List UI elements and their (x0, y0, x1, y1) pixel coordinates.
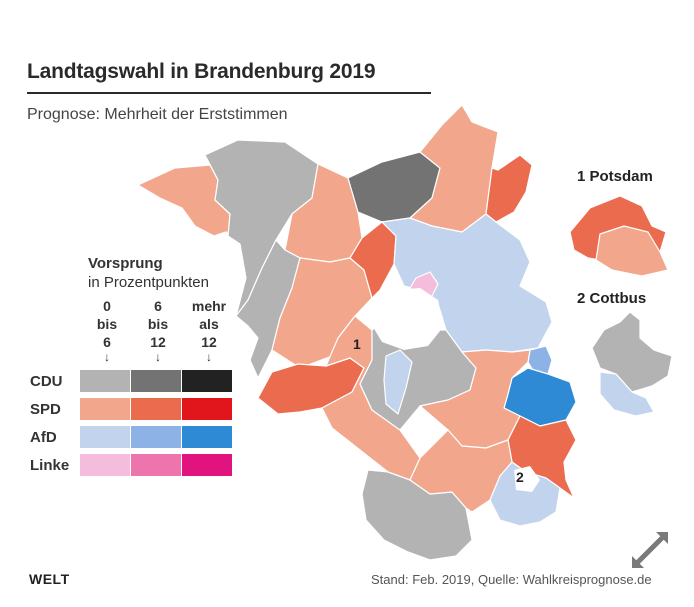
cottbus-inset-label: 2 Cottbus (577, 290, 647, 307)
cottbus-marker: 2 (516, 469, 524, 485)
region-potsdam-inset-south (595, 225, 669, 277)
legend-party-label: CDU (30, 372, 63, 390)
arrow-down-icon: ↓ (104, 350, 110, 364)
legend-column-mid: als (199, 316, 219, 332)
legend-swatch (182, 398, 232, 420)
legend-row-afd: AfD (30, 425, 233, 449)
cottbus-gap (514, 466, 540, 492)
legend-row-spd: SPD (30, 397, 233, 421)
legend-swatch (131, 454, 181, 476)
legend-column-top: 0 (103, 298, 111, 314)
legend-column-bottom: 6 (103, 334, 111, 350)
region-dahme-west (383, 349, 413, 415)
legend-column-bottom: 12 (150, 334, 166, 350)
legend-column-bottom: 12 (201, 334, 217, 350)
legend-heading: Vorsprung (88, 255, 163, 272)
region-spree-neisse-south (489, 461, 561, 527)
arrow-down-icon: ↓ (155, 350, 161, 364)
legend-column-top: 6 (154, 298, 162, 314)
legend-row-cdu: CDU (30, 369, 233, 393)
legend-column-top: mehr (191, 298, 227, 314)
legend-swatch (182, 426, 232, 448)
expand-icon[interactable] (628, 528, 672, 572)
legend-swatch (80, 454, 130, 476)
legend-column-mid-range: 6 bis 12 ↓ (133, 297, 183, 363)
legend-swatch (182, 454, 232, 476)
title-underline (27, 92, 431, 94)
legend-row-linke: Linke (30, 453, 233, 477)
region-cottbus-inset-south (599, 371, 655, 417)
chart-subtitle: Prognose: Mehrheit der Erststimmen (27, 106, 288, 123)
berlin-gap (370, 288, 444, 350)
source-note: Stand: Feb. 2019, Quelle: Wahlkreisprogn… (371, 572, 652, 587)
legend-party-label: AfD (30, 428, 57, 446)
legend-swatch (182, 370, 232, 392)
legend-heading-block: Vorsprung in Prozentpunkten (88, 254, 209, 292)
welt-logo[interactable]: WELT (29, 571, 70, 587)
legend-column-mid: bis (147, 316, 169, 332)
legend-party-label: SPD (30, 400, 61, 418)
legend-swatch (80, 398, 130, 420)
legend-swatch (131, 426, 181, 448)
arrow-down-icon: ↓ (206, 350, 212, 364)
legend-column-mid: bis (96, 316, 118, 332)
chart-title: Landtagswahl in Brandenburg 2019 (27, 60, 376, 83)
legend-swatch (131, 398, 181, 420)
legend-swatch (131, 370, 181, 392)
legend-party-label: Linke (30, 456, 70, 474)
legend-swatch (80, 426, 130, 448)
potsdam-marker: 1 (353, 336, 361, 352)
legend-subheading: in Prozentpunkten (88, 274, 209, 291)
legend-swatch (80, 370, 130, 392)
potsdam-inset-label: 1 Potsdam (577, 168, 653, 185)
legend-column-high: mehr als 12 ↓ (184, 297, 234, 363)
region-uckermark-east (485, 154, 533, 223)
legend-column-low: 0 bis 6 ↓ (82, 297, 132, 363)
